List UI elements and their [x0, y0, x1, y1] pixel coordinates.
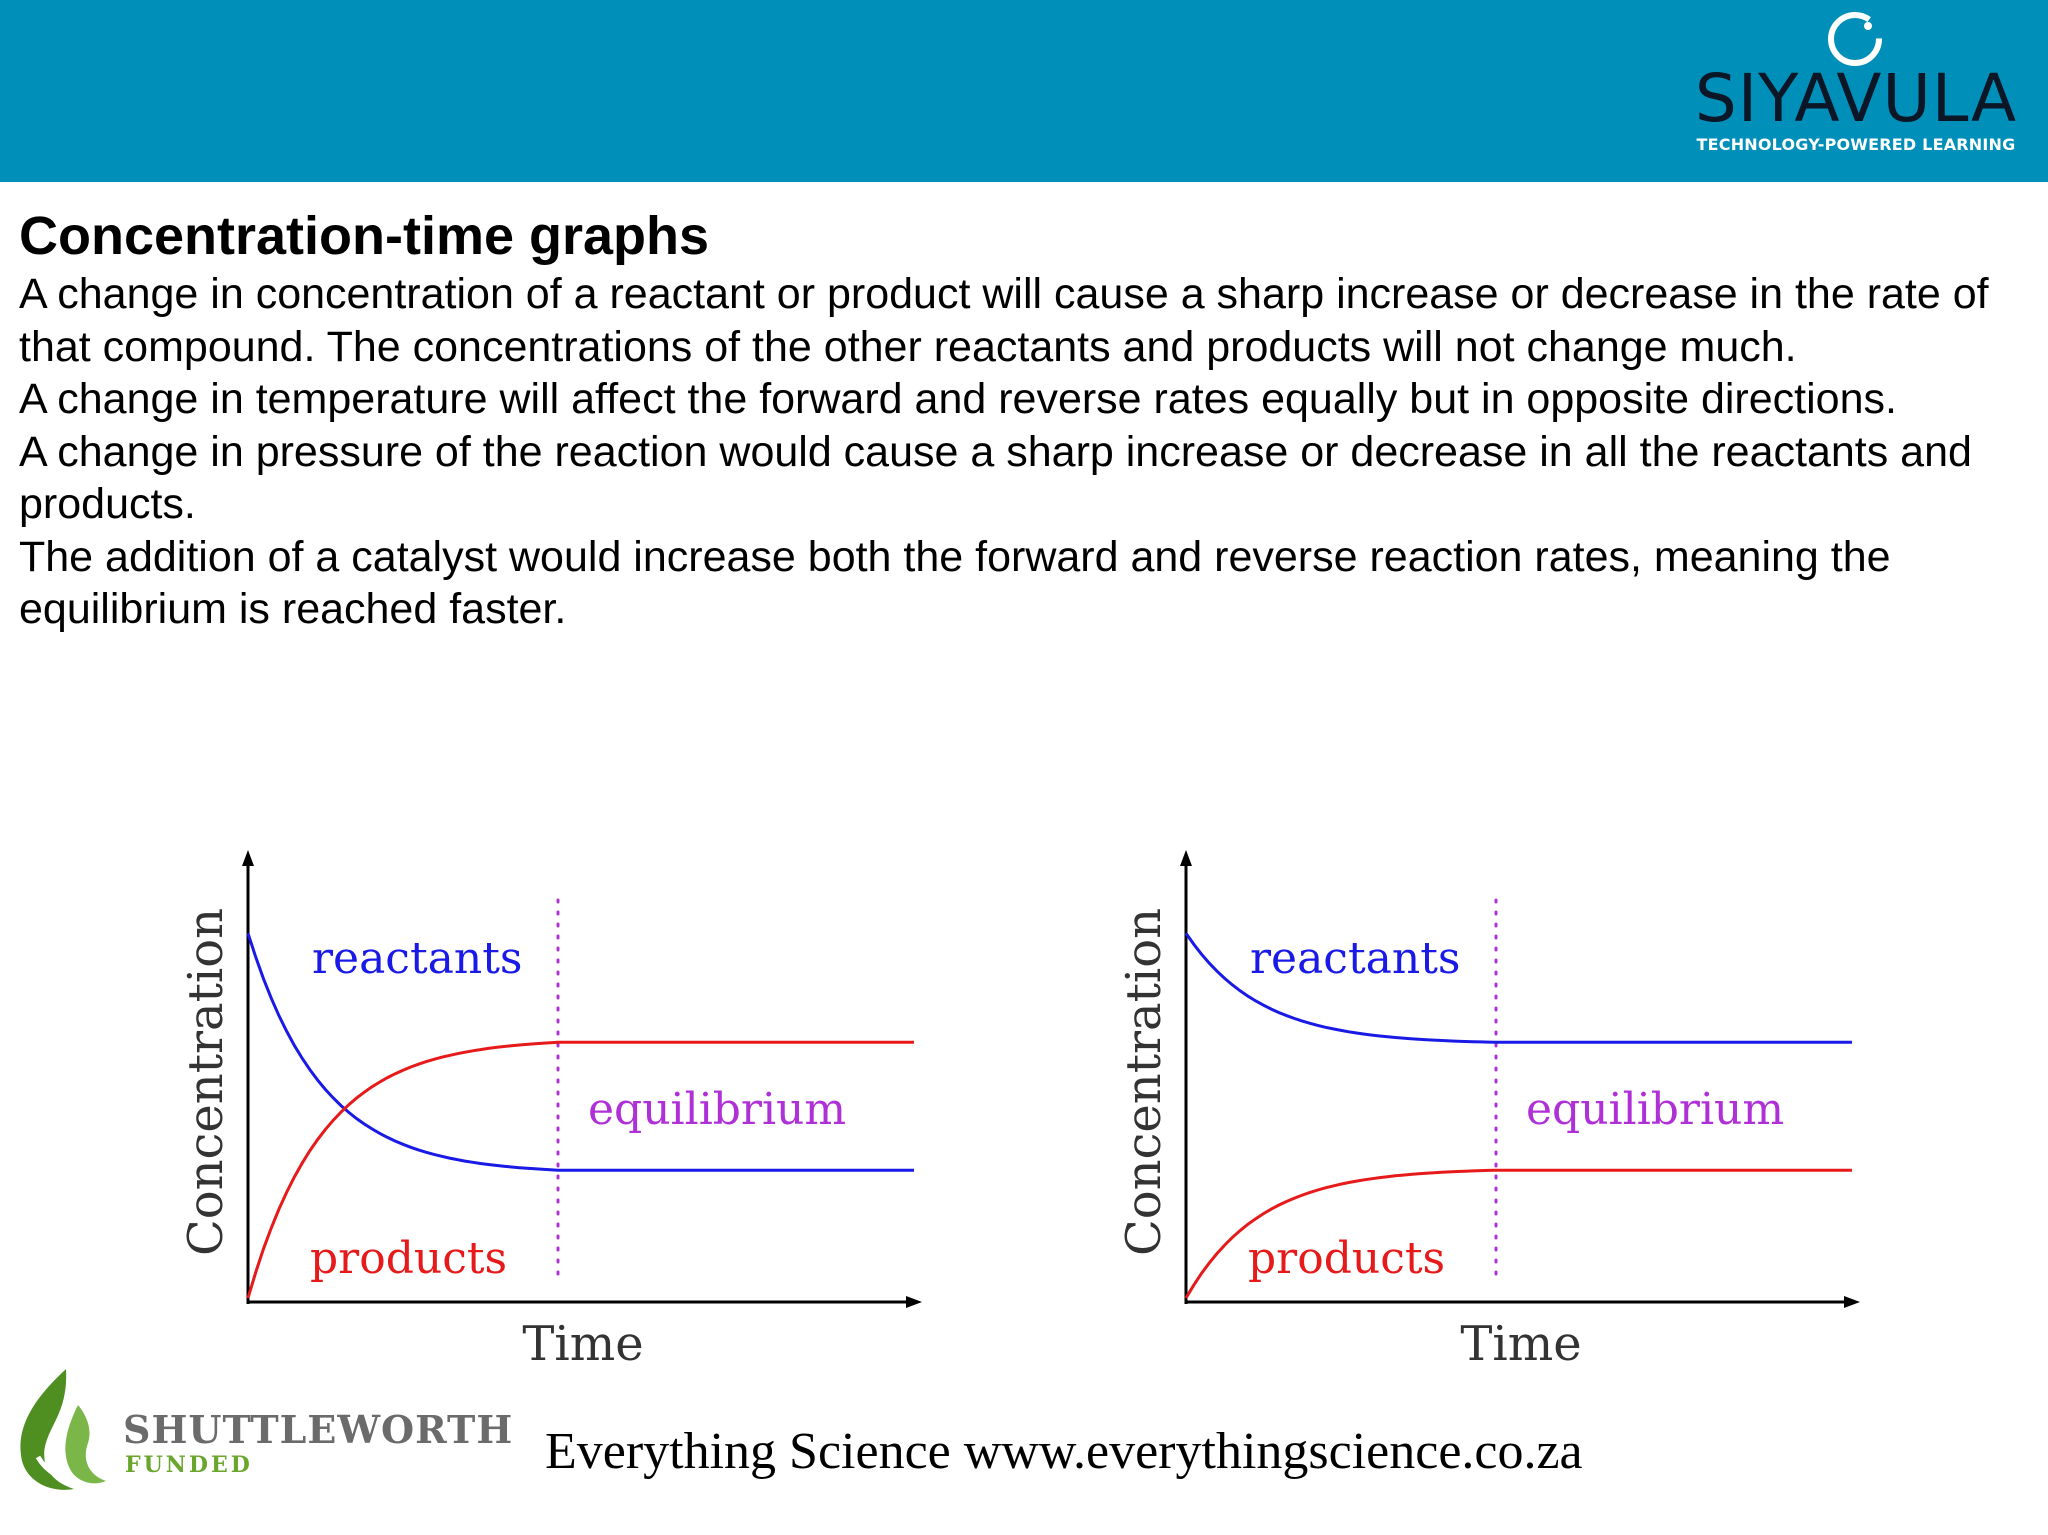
siyavula-ring-icon [1828, 12, 1882, 66]
graph-1-products-curve [246, 1040, 914, 1299]
siyavula-wordmark: SIYAVULA [1694, 60, 2018, 137]
slide-body: A change in concentration of a reactant … [19, 268, 2029, 636]
graph-2-reactants-curve [1184, 932, 1852, 1044]
graph-1-y-axis-label: Concentration [178, 908, 234, 1256]
slide-title: Concentration-time graphs [19, 206, 710, 266]
graph-2-reactants-label: reactants [1250, 933, 1460, 984]
graph-1-reactants-curve [246, 932, 914, 1172]
graph-2-y-axis-arrow-icon [1180, 850, 1192, 866]
graph-2-x-axis-label: Time [1460, 1316, 1581, 1372]
graph-2-equilibrium-label: equilibrium [1526, 1084, 1784, 1135]
footer-credit: Everything Science www.everythingscience… [545, 1423, 1583, 1480]
concentration-time-graph-1: Concentration Time reactants equilibrium… [160, 850, 960, 1380]
shuttleworth-leaf-icon [20, 1369, 106, 1490]
shuttleworth-name: SHUTTLEWORTH [123, 1407, 514, 1452]
graph-2-products-label: products [1248, 1233, 1445, 1284]
graph-1-x-axis-label: Time [522, 1316, 643, 1372]
graph-1-x-axis-arrow-icon [906, 1296, 922, 1308]
graph-2-products-curve [1184, 1168, 1852, 1299]
header-bar: SIYAVULA TECHNOLOGY-POWERED LEARNING [0, 0, 2048, 182]
graph-2-y-axis-label: Concentration [1116, 908, 1172, 1256]
graph-2-canvas: Concentration Time reactants equilibrium… [1116, 850, 1860, 1372]
graph-1-products-label: products [310, 1233, 507, 1284]
graph-1-reactants-label: reactants [312, 933, 522, 984]
concentration-time-graph-2: Concentration Time reactants equilibrium… [1098, 850, 1898, 1380]
graph-1-canvas: Concentration Time reactants equilibrium… [178, 850, 922, 1372]
paragraph-catalyst: The addition of a catalyst would increas… [19, 532, 1891, 634]
paragraph-temperature: A change in temperature will affect the … [19, 375, 1897, 423]
graph-2-x-axis-arrow-icon [1844, 1296, 1860, 1308]
siyavula-tagline: TECHNOLOGY-POWERED LEARNING [1696, 135, 2016, 154]
shuttleworth-funded-tag: FUNDED [125, 1452, 253, 1478]
graph-1-y-axis-arrow-icon [242, 850, 254, 866]
paragraph-pressure: A change in pressure of the reaction wou… [19, 427, 1972, 529]
siyavula-logo: SIYAVULA TECHNOLOGY-POWERED LEARNING [1686, 8, 2026, 158]
shuttleworth-funded-logo: SHUTTLEWORTH FUNDED [8, 1365, 512, 1495]
graph-1-equilibrium-label: equilibrium [588, 1084, 846, 1135]
paragraph-concentration: A change in concentration of a reactant … [19, 270, 1989, 371]
